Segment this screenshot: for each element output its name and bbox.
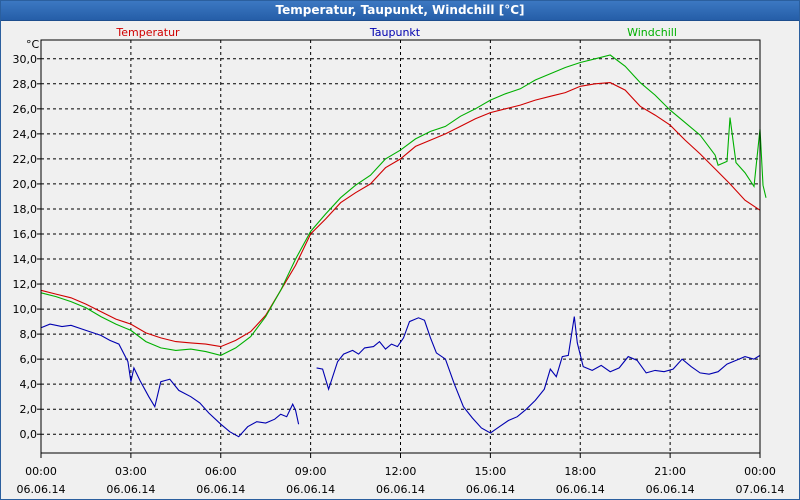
x-tick-date: 06.06.14 (466, 483, 515, 496)
y-tick-label: 12,0 (13, 278, 38, 291)
y-tick-label: 20,0 (13, 178, 38, 191)
y-tick-label: 2,0 (20, 403, 38, 416)
series-lines (40, 54, 767, 438)
x-axis-ticks: 00:00 06.06.14 03:00 06.06.14 06:00 06.06.14 0… (17, 453, 785, 496)
grid (41, 40, 760, 453)
x-tick-time: 12:00 (385, 465, 417, 478)
x-tick-time: 06:00 (205, 465, 237, 478)
legend-entry-windchill: Windchill (627, 26, 677, 39)
series-line-taupunkt (316, 316, 761, 434)
title-bar: Temperatur, Taupunkt, Windchill [°C] (1, 1, 799, 21)
y-tick-label: 18,0 (13, 203, 38, 216)
x-tick-date: 06.06.14 (106, 483, 155, 496)
y-tick-label: 30,0 (13, 53, 38, 66)
y-tick-label: 10,0 (13, 303, 38, 316)
y-tick-label: 8,0 (20, 328, 38, 341)
legend-entry-temperatur: Temperatur (115, 26, 180, 39)
window-title: Temperatur, Taupunkt, Windchill [°C] (275, 3, 525, 17)
y-tick-label: 4,0 (20, 378, 38, 391)
series-line-windchill (40, 54, 767, 356)
y-tick-label: 22,0 (13, 153, 38, 166)
x-tick-date: 06.06.14 (196, 483, 245, 496)
x-tick-date: 06.06.14 (376, 483, 425, 496)
series-line-taupunkt (40, 323, 300, 438)
y-tick-label: 26,0 (13, 103, 38, 116)
y-axis-ticks: 30,0 28,0 26,0 24,0 22,0 20,0 18,0 16,0 14,0 12,0… (13, 53, 41, 441)
legend: Temperatur Taupunkt Windchill (115, 26, 677, 39)
y-tick-label: 24,0 (13, 128, 38, 141)
y-axis-label: °C (26, 38, 40, 51)
x-tick-date: 07.06.14 (736, 483, 785, 496)
y-tick-label: 28,0 (13, 78, 38, 91)
y-tick-label: 14,0 (13, 253, 38, 266)
x-tick-date: 06.06.14 (556, 483, 605, 496)
line-chart: 30,0 28,0 26,0 24,0 22,0 20,0 18,0 16,0 14,0 12,0… (13, 26, 785, 496)
y-tick-label: 16,0 (13, 228, 38, 241)
series-line-temperatur (40, 82, 761, 348)
x-tick-time: 21:00 (654, 465, 686, 478)
x-tick-time: 18:00 (564, 465, 596, 478)
x-tick-time: 03:00 (115, 465, 147, 478)
legend-entry-taupunkt: Taupunkt (369, 26, 421, 39)
x-tick-date: 06.06.14 (646, 483, 695, 496)
x-tick-time: 15:00 (475, 465, 507, 478)
y-tick-label: 6,0 (20, 353, 38, 366)
x-tick-date: 06.06.14 (17, 483, 66, 496)
y-tick-label: 0,0 (20, 428, 38, 441)
x-tick-time: 00:00 (25, 465, 57, 478)
x-tick-time: 09:00 (295, 465, 327, 478)
x-tick-date: 06.06.14 (286, 483, 335, 496)
x-tick-time: 00:00 (744, 465, 776, 478)
